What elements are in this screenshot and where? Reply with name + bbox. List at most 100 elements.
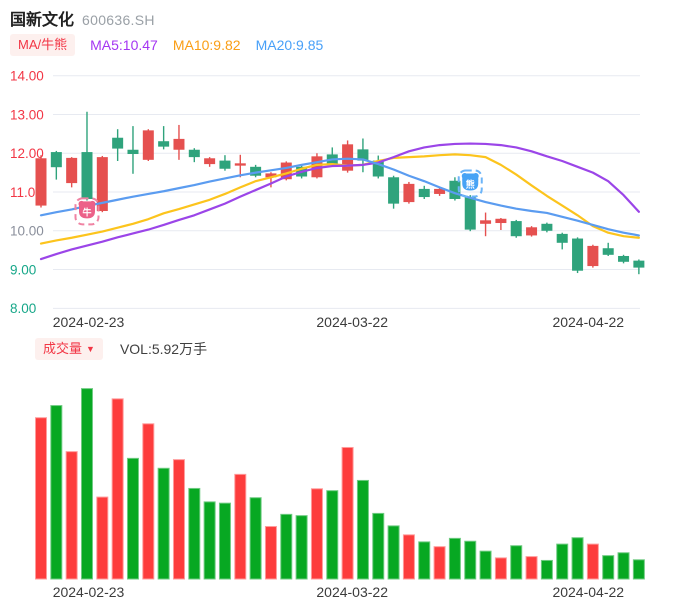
- volume-bar[interactable]: [464, 540, 477, 580]
- volume-bar[interactable]: [402, 534, 415, 580]
- candle[interactable]: [342, 144, 354, 171]
- candle[interactable]: [587, 245, 599, 267]
- candle[interactable]: [388, 177, 400, 204]
- candlestick-chart[interactable]: 14.00 13.00 12.00 11.00 10.00 9.00 8.00 牛 熊: [0, 60, 686, 332]
- candle[interactable]: [188, 149, 200, 158]
- candle[interactable]: [556, 233, 568, 243]
- candle[interactable]: [526, 227, 538, 236]
- volume-bar[interactable]: [617, 552, 630, 580]
- volume-bar[interactable]: [494, 557, 507, 580]
- candle[interactable]: [495, 218, 507, 224]
- candle[interactable]: [50, 152, 62, 168]
- candle[interactable]: [633, 260, 645, 268]
- candle[interactable]: [311, 156, 323, 178]
- candle[interactable]: [602, 248, 614, 255]
- volume-bar[interactable]: [172, 459, 185, 580]
- candle[interactable]: [173, 138, 185, 150]
- x-tick-label: 2024-02-23: [52, 584, 125, 600]
- volume-bar[interactable]: [96, 496, 109, 580]
- x-tick-label: 2024-04-22: [552, 584, 625, 600]
- volume-bar[interactable]: [571, 537, 584, 580]
- candle[interactable]: [265, 173, 277, 178]
- volume-bar[interactable]: [234, 473, 247, 580]
- candle[interactable]: [280, 162, 292, 180]
- volume-bar[interactable]: [157, 467, 170, 580]
- ma-legend: MA/牛熊 MA5:10.47 MA10:9.82 MA20:9.85: [10, 33, 323, 57]
- candle[interactable]: [418, 188, 430, 198]
- volume-indicator-selector[interactable]: 成交量 ▼: [35, 338, 103, 360]
- volume-bar[interactable]: [295, 515, 308, 580]
- candle[interactable]: [618, 255, 630, 262]
- candle[interactable]: [81, 152, 93, 199]
- volume-bar[interactable]: [418, 541, 431, 580]
- volume-chart[interactable]: [0, 372, 686, 580]
- candle[interactable]: [510, 221, 522, 237]
- volume-bar[interactable]: [264, 526, 277, 580]
- volume-bar[interactable]: [448, 537, 461, 580]
- volume-bar[interactable]: [602, 555, 615, 580]
- volume-bar[interactable]: [65, 451, 78, 580]
- candle[interactable]: [112, 137, 124, 149]
- bull-badge[interactable]: 牛: [74, 197, 100, 226]
- ma-indicator-selector[interactable]: MA/牛熊: [10, 34, 76, 56]
- volume-bar[interactable]: [556, 543, 569, 580]
- volume-bar[interactable]: [525, 556, 538, 580]
- volume-bar[interactable]: [632, 559, 645, 580]
- y-tick-label: 14.00: [10, 69, 44, 84]
- candle[interactable]: [96, 157, 108, 212]
- volume-bar[interactable]: [142, 423, 155, 580]
- candle[interactable]: [480, 220, 492, 224]
- volume-bar[interactable]: [326, 490, 339, 580]
- volume-bar[interactable]: [218, 502, 231, 580]
- dropdown-arrow-icon: ▼: [86, 344, 95, 354]
- bull-badge-head: [78, 207, 95, 219]
- volume-bar[interactable]: [35, 417, 47, 580]
- candle[interactable]: [541, 223, 553, 231]
- volume-bar[interactable]: [387, 525, 400, 580]
- candle[interactable]: [204, 158, 216, 165]
- volume-bar[interactable]: [50, 405, 63, 580]
- candle[interactable]: [372, 160, 384, 177]
- volume-bar[interactable]: [310, 488, 323, 580]
- volume-bar[interactable]: [280, 513, 293, 580]
- volume-bar[interactable]: [249, 497, 262, 580]
- volume-bar[interactable]: [80, 388, 93, 580]
- volume-bar[interactable]: [372, 512, 385, 580]
- candle[interactable]: [127, 149, 139, 155]
- volume-value: VOL:5.92万手: [119, 341, 208, 357]
- bear-badge-head: [462, 179, 479, 191]
- ma-line-ma20: [39, 157, 640, 237]
- volume-bar[interactable]: [203, 501, 216, 580]
- candle[interactable]: [464, 197, 476, 230]
- candle[interactable]: [449, 180, 461, 199]
- volume-bar[interactable]: [126, 457, 139, 580]
- volume-bar[interactable]: [540, 559, 553, 580]
- candle[interactable]: [66, 157, 78, 184]
- candle[interactable]: [158, 141, 170, 147]
- volume-bar[interactable]: [188, 487, 201, 580]
- y-tick-label: 11.00: [10, 185, 43, 200]
- volume-bar[interactable]: [510, 545, 523, 580]
- candle[interactable]: [357, 149, 369, 161]
- stock-code: 600636.SH: [82, 12, 155, 28]
- stock-name: 国新文化: [10, 12, 75, 29]
- candle[interactable]: [35, 158, 47, 206]
- bear-badge-glyph: 熊: [466, 178, 475, 189]
- volume-bar[interactable]: [341, 446, 354, 580]
- candle[interactable]: [219, 160, 231, 169]
- candle[interactable]: [142, 130, 154, 160]
- candle[interactable]: [234, 163, 246, 166]
- bear-badge[interactable]: 熊: [457, 169, 483, 198]
- candle[interactable]: [434, 188, 446, 194]
- candle[interactable]: [572, 238, 584, 271]
- candle[interactable]: [250, 166, 262, 176]
- volume-bar[interactable]: [356, 479, 369, 580]
- y-tick-label: 9.00: [10, 262, 36, 277]
- volume-bar[interactable]: [433, 546, 446, 580]
- volume-bar[interactable]: [586, 543, 599, 580]
- candle[interactable]: [403, 183, 415, 203]
- volume-bar[interactable]: [479, 550, 492, 580]
- volume-bar[interactable]: [111, 398, 124, 580]
- bull-badge-glyph: 牛: [82, 206, 91, 217]
